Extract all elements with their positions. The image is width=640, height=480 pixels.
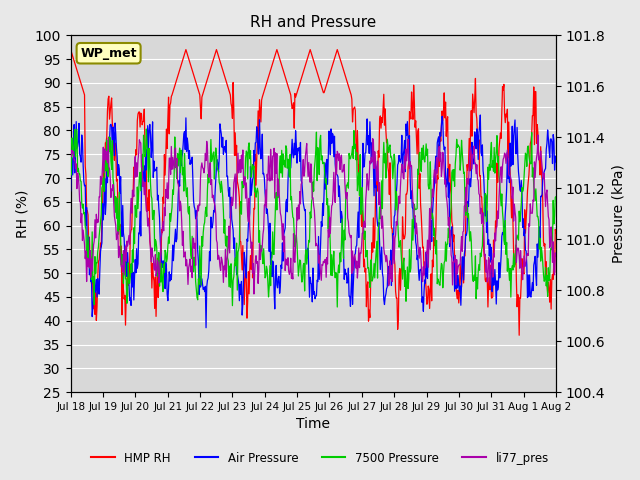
Legend: HMP RH, Air Pressure, 7500 Pressure, li77_pres: HMP RH, Air Pressure, 7500 Pressure, li7… — [86, 447, 554, 469]
Y-axis label: RH (%): RH (%) — [15, 190, 29, 238]
Y-axis label: Pressure (kPa): Pressure (kPa) — [611, 164, 625, 263]
Title: RH and Pressure: RH and Pressure — [250, 15, 376, 30]
Text: WP_met: WP_met — [81, 47, 137, 60]
X-axis label: Time: Time — [296, 418, 330, 432]
